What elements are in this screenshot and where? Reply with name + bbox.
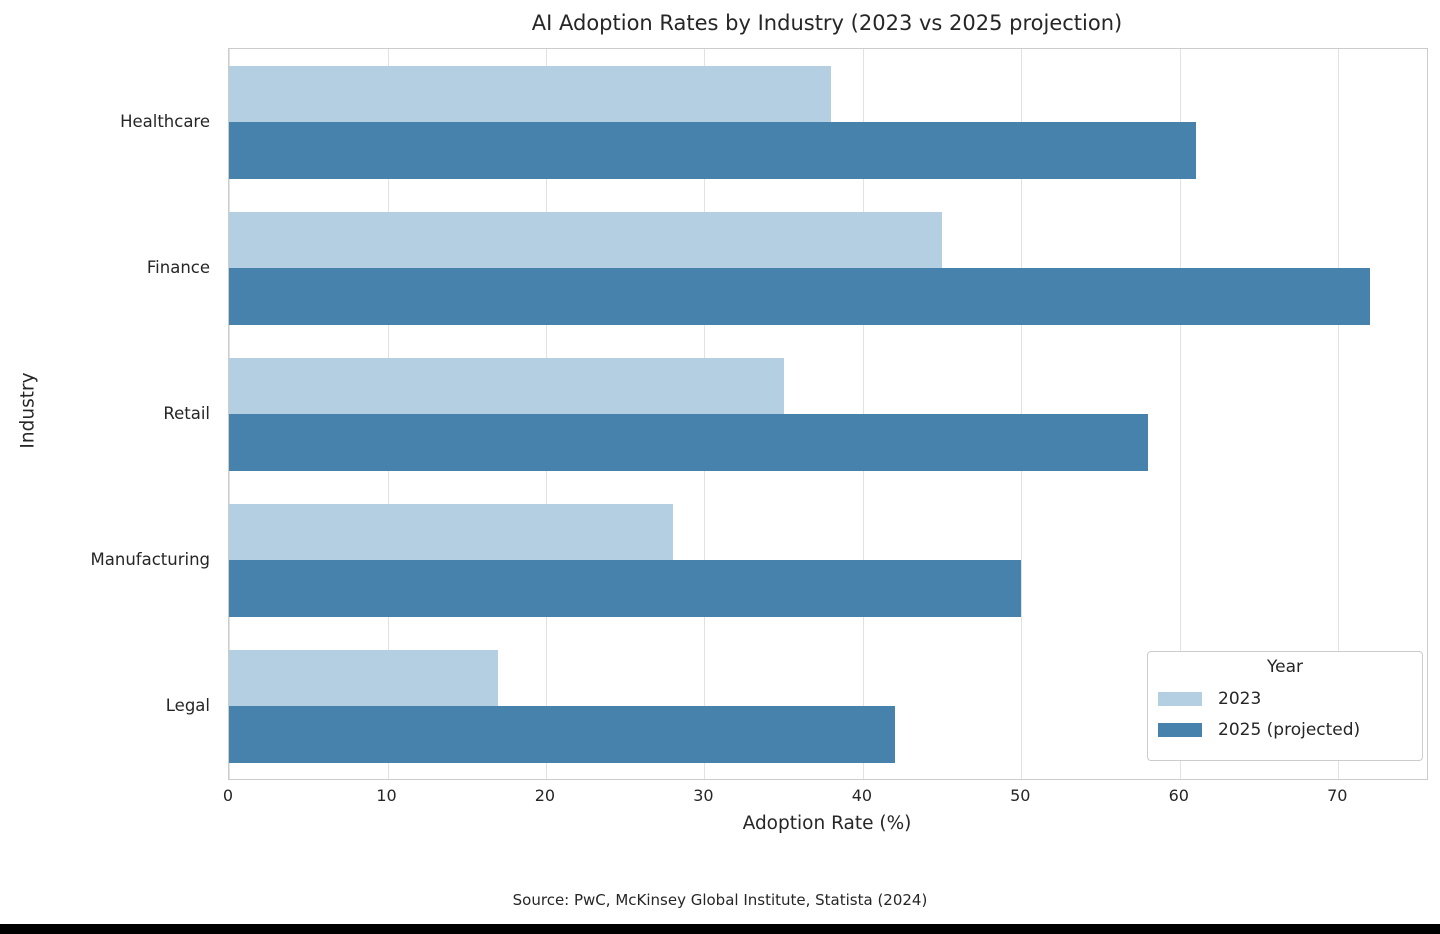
x-tick-label-40: 40: [851, 786, 873, 805]
legend-entry-2023: 2023: [1158, 683, 1412, 714]
bar-retail-2025-projected-: [229, 414, 1149, 471]
source-note: Source: PwC, McKinsey Global Institute, …: [512, 891, 928, 909]
legend-entry-2025-projected-: 2025 (projected): [1158, 714, 1412, 745]
x-tick-label-10: 10: [376, 786, 397, 805]
legend-title: Year: [1267, 657, 1303, 677]
y-tick-label-legal: Legal: [165, 695, 210, 715]
legend: Year 2023 2025 (projected): [1147, 651, 1423, 761]
y-tick-label-manufacturing: Manufacturing: [90, 549, 210, 569]
bar-healthcare-2023: [229, 65, 832, 122]
x-axis-label: Adoption Rate (%): [742, 813, 912, 834]
y-tick-label-finance: Finance: [146, 257, 210, 277]
bar-manufacturing-2025-projected-: [229, 560, 1022, 617]
legend-swatch-icon: [1158, 722, 1202, 737]
legend-swatch-icon: [1158, 691, 1202, 706]
legend-entries: 2023 2025 (projected): [1158, 683, 1412, 745]
gridline-x-70: [1338, 49, 1340, 779]
x-tick-label-60: 60: [1168, 786, 1189, 805]
bar-finance-2023: [229, 211, 943, 268]
x-tick-label-50: 50: [1010, 786, 1031, 805]
legend-label: 2023: [1218, 688, 1262, 709]
y-tick-label-retail: Retail: [163, 403, 210, 423]
x-tick-label-30: 30: [693, 786, 714, 805]
legend-label: 2025 (projected): [1218, 719, 1361, 740]
chart-title: AI Adoption Rates by Industry (2023 vs 2…: [531, 11, 1123, 35]
bar-retail-2023: [229, 357, 784, 414]
bar-legal-2025-projected-: [229, 706, 895, 763]
x-tick-label-20: 20: [534, 786, 556, 805]
bar-healthcare-2025-projected-: [229, 122, 1196, 179]
x-tick-label-70: 70: [1327, 786, 1348, 805]
gridline-x-60: [1179, 49, 1181, 779]
bottom-black-strip: [0, 924, 1440, 934]
y-axis-label: Industry: [17, 372, 39, 449]
x-tick-label-0: 0: [222, 786, 234, 805]
bar-legal-2023: [229, 649, 499, 706]
plot-area: [228, 48, 1428, 780]
bar-finance-2025-projected-: [229, 268, 1370, 325]
y-tick-label-healthcare: Healthcare: [120, 111, 210, 131]
bar-manufacturing-2023: [229, 503, 673, 560]
